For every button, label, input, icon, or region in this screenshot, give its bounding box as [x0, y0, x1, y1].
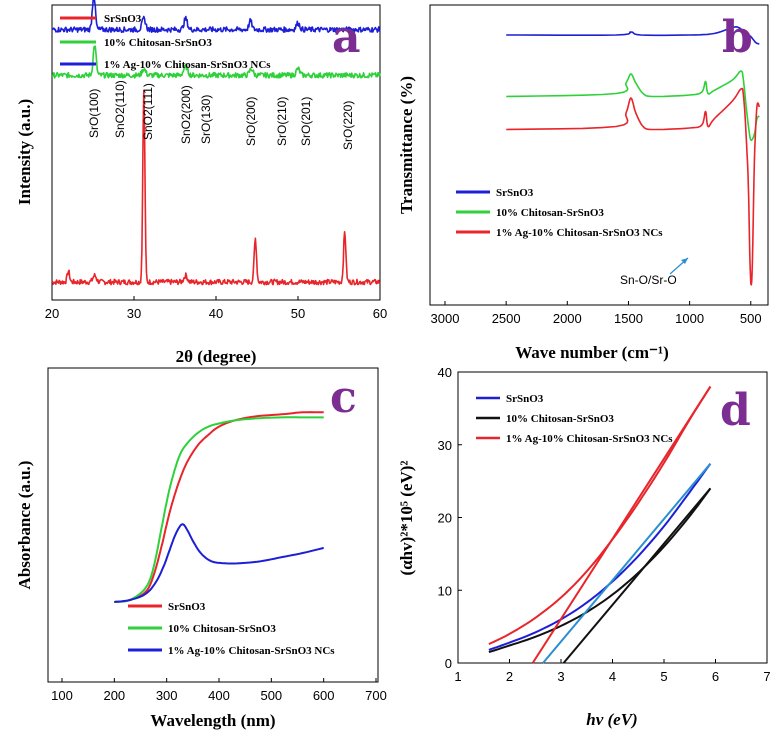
legend-a-label-2: 10% Chitosan-SrSnO3 [104, 37, 212, 49]
series-d-srsno3 [488, 463, 712, 651]
x-tick-label-d-6: 7 [763, 669, 770, 684]
x-tick-label-c-1: 200 [103, 688, 125, 703]
panel-c-frame [47, 367, 379, 683]
legend-d-label-2: 10% Chitosan-SrSnO3 [506, 413, 614, 425]
x-tick-label-a-0: 20 [45, 306, 59, 321]
peak-label-sno2-111: SnO2(111) [141, 83, 155, 140]
legend-b-label-1: SrSnO3 [496, 187, 534, 199]
legend-c-label-3: 1% Ag-10% Chitosan-SrSnO3 NCs [168, 645, 335, 657]
x-tick-label-c-0: 100 [51, 688, 73, 703]
series-b-srsno3 [506, 26, 760, 45]
panel-a-y-label: Intensity (a.u.) [15, 99, 34, 205]
x-tick-label-c-4: 500 [260, 688, 282, 703]
series-a-srsno3 [51, 90, 381, 286]
panel-c-series [114, 411, 324, 603]
x-tick-label-d-1: 2 [506, 669, 513, 684]
legend-b-label-2: 10% Chitosan-SrSnO3 [496, 207, 604, 219]
panel-d: 1 2 3 4 5 6 7 0 10 20 30 40 hv (eV) (αhv)²*10⁵ (eV… [397, 365, 771, 729]
series-c-1-ag-10-chitosan-srsno3-ncs [114, 523, 324, 603]
x-tick-label-b-2: 2000 [553, 311, 582, 326]
peak-label-sro-130: SrO(130) [199, 95, 213, 144]
panel-c-y-label: Absorbance (a.u.) [15, 461, 34, 590]
x-tick-label-c-5: 600 [313, 688, 335, 703]
x-tick-label-a-2: 40 [209, 306, 223, 321]
panel-a: 20 30 40 50 60 2θ (degree) Intensity (a.u.) … [15, 0, 387, 366]
x-tick-label-d-4: 5 [660, 669, 667, 684]
series-b-10-chitosan-srsno3 [506, 70, 760, 142]
series-d-1-ag-10-chitosan-srsno3-ncs [488, 386, 712, 645]
peak-label-sro-220: SrO(220) [341, 101, 355, 150]
x-tick-label-c-6: 700 [365, 688, 387, 703]
x-tick-label-b-0: 3000 [431, 311, 460, 326]
x-tick-label-b-3: 1500 [614, 311, 643, 326]
x-tick-label-b-4: 1000 [675, 311, 704, 326]
peak-label-sro-201: SrO(201) [299, 97, 313, 146]
y-tick-label-d-1: 10 [438, 583, 452, 598]
panel-a-series [51, 0, 381, 286]
peak-label-sro-100: SrO(100) [87, 89, 101, 138]
peak-label-sno2-200: SnO2(200) [179, 85, 193, 144]
legend-c-label-1: SrSnO3 [168, 601, 206, 613]
series-a-10-chitosan-srsno3 [51, 45, 381, 79]
legend-a-label-1: SrSnO3 [104, 13, 142, 25]
x-tick-label-d-0: 1 [454, 669, 461, 684]
x-tick-label-d-2: 3 [557, 669, 564, 684]
y-tick-label-d-4: 40 [438, 365, 452, 380]
legend-c-label-2: 10% Chitosan-SrSnO3 [168, 623, 276, 635]
series-d-tangent-srsno3 [542, 463, 712, 664]
panel-label-a: a [332, 12, 361, 63]
series-d-10-chitosan-srsno3 [488, 487, 712, 654]
panel-d-y-label: (αhv)²*10⁵ (eV)² [397, 461, 416, 576]
panel-d-x-label: hv (eV) [586, 710, 637, 729]
panel-label-d: d [720, 385, 751, 436]
panel-b-series [506, 26, 761, 286]
panel-b: 3000 2500 2000 1500 1000 500 Wave number (cm⁻… [397, 4, 769, 362]
x-tick-label-d-5: 6 [712, 669, 719, 684]
x-tick-label-c-2: 300 [156, 688, 178, 703]
x-tick-label-b-1: 2500 [492, 311, 521, 326]
panel-b-frame [429, 4, 769, 306]
y-tick-label-d-2: 20 [438, 511, 452, 526]
panel-d-x-ticks: 1 2 3 4 5 6 7 [454, 659, 771, 684]
panel-d-y-ticks: 0 10 20 30 40 [438, 365, 462, 671]
panel-c-x-label: Wavelength (nm) [150, 711, 275, 730]
series-b-1-ag-10-chitosan-srsno3-ncs [506, 87, 761, 286]
panel-b-x-ticks: 3000 2500 2000 1500 1000 500 [431, 301, 762, 326]
legend-d-label-3: 1% Ag-10% Chitosan-SrSnO3 NCs [506, 433, 673, 445]
panel-d-series [488, 386, 712, 664]
panel-a-x-label: 2θ (degree) [176, 347, 257, 366]
panel-b-x-label: Wave number (cm⁻¹) [515, 343, 669, 362]
series-d-tangent-ag [531, 386, 712, 664]
panel-a-frame [51, 4, 381, 301]
annotation-sn-o-sr-o: Sn-O/Sr-O [620, 273, 677, 287]
y-tick-label-d-0: 0 [445, 656, 452, 671]
x-tick-label-c-3: 400 [208, 688, 230, 703]
legend-d-label-1: SrSnO3 [506, 393, 544, 405]
panel-label-c: c [330, 372, 357, 423]
x-tick-label-d-3: 4 [609, 669, 616, 684]
panel-label-b: b [722, 12, 753, 63]
panel-b-y-label: Transmittance (%) [397, 76, 416, 214]
peak-label-sno2-110: SnO2(110) [113, 80, 127, 138]
series-c-10-chitosan-srsno3 [114, 416, 324, 603]
series-d-tangent-chitosan [562, 487, 712, 664]
series-c-srsno3 [114, 411, 324, 603]
panel-c: 100 200 300 400 500 600 700 Wavelength (nm) Ab… [15, 367, 387, 730]
series-a-1-ag-10-chitosan-srsno3-ncs [51, 0, 381, 33]
x-tick-label-a-4: 60 [373, 306, 387, 321]
x-tick-label-a-3: 50 [291, 306, 305, 321]
annotation-arrowhead [681, 258, 688, 264]
x-tick-label-a-1: 30 [127, 306, 141, 321]
legend-b-label-3: 1% Ag-10% Chitosan-SrSnO3 NCs [496, 227, 663, 239]
legend-a-label-3: 1% Ag-10% Chitosan-SrSnO3 NCs [104, 59, 271, 71]
peak-label-sro-200: SrO(200) [244, 97, 258, 146]
x-tick-label-b-5: 500 [740, 311, 762, 326]
panel-a-x-ticks: 20 30 40 50 60 [45, 296, 387, 321]
peak-label-sro-210: SrO(210) [275, 97, 289, 146]
y-tick-label-d-3: 30 [438, 438, 452, 453]
panel-c-x-ticks: 100 200 300 400 500 600 700 [51, 678, 387, 703]
